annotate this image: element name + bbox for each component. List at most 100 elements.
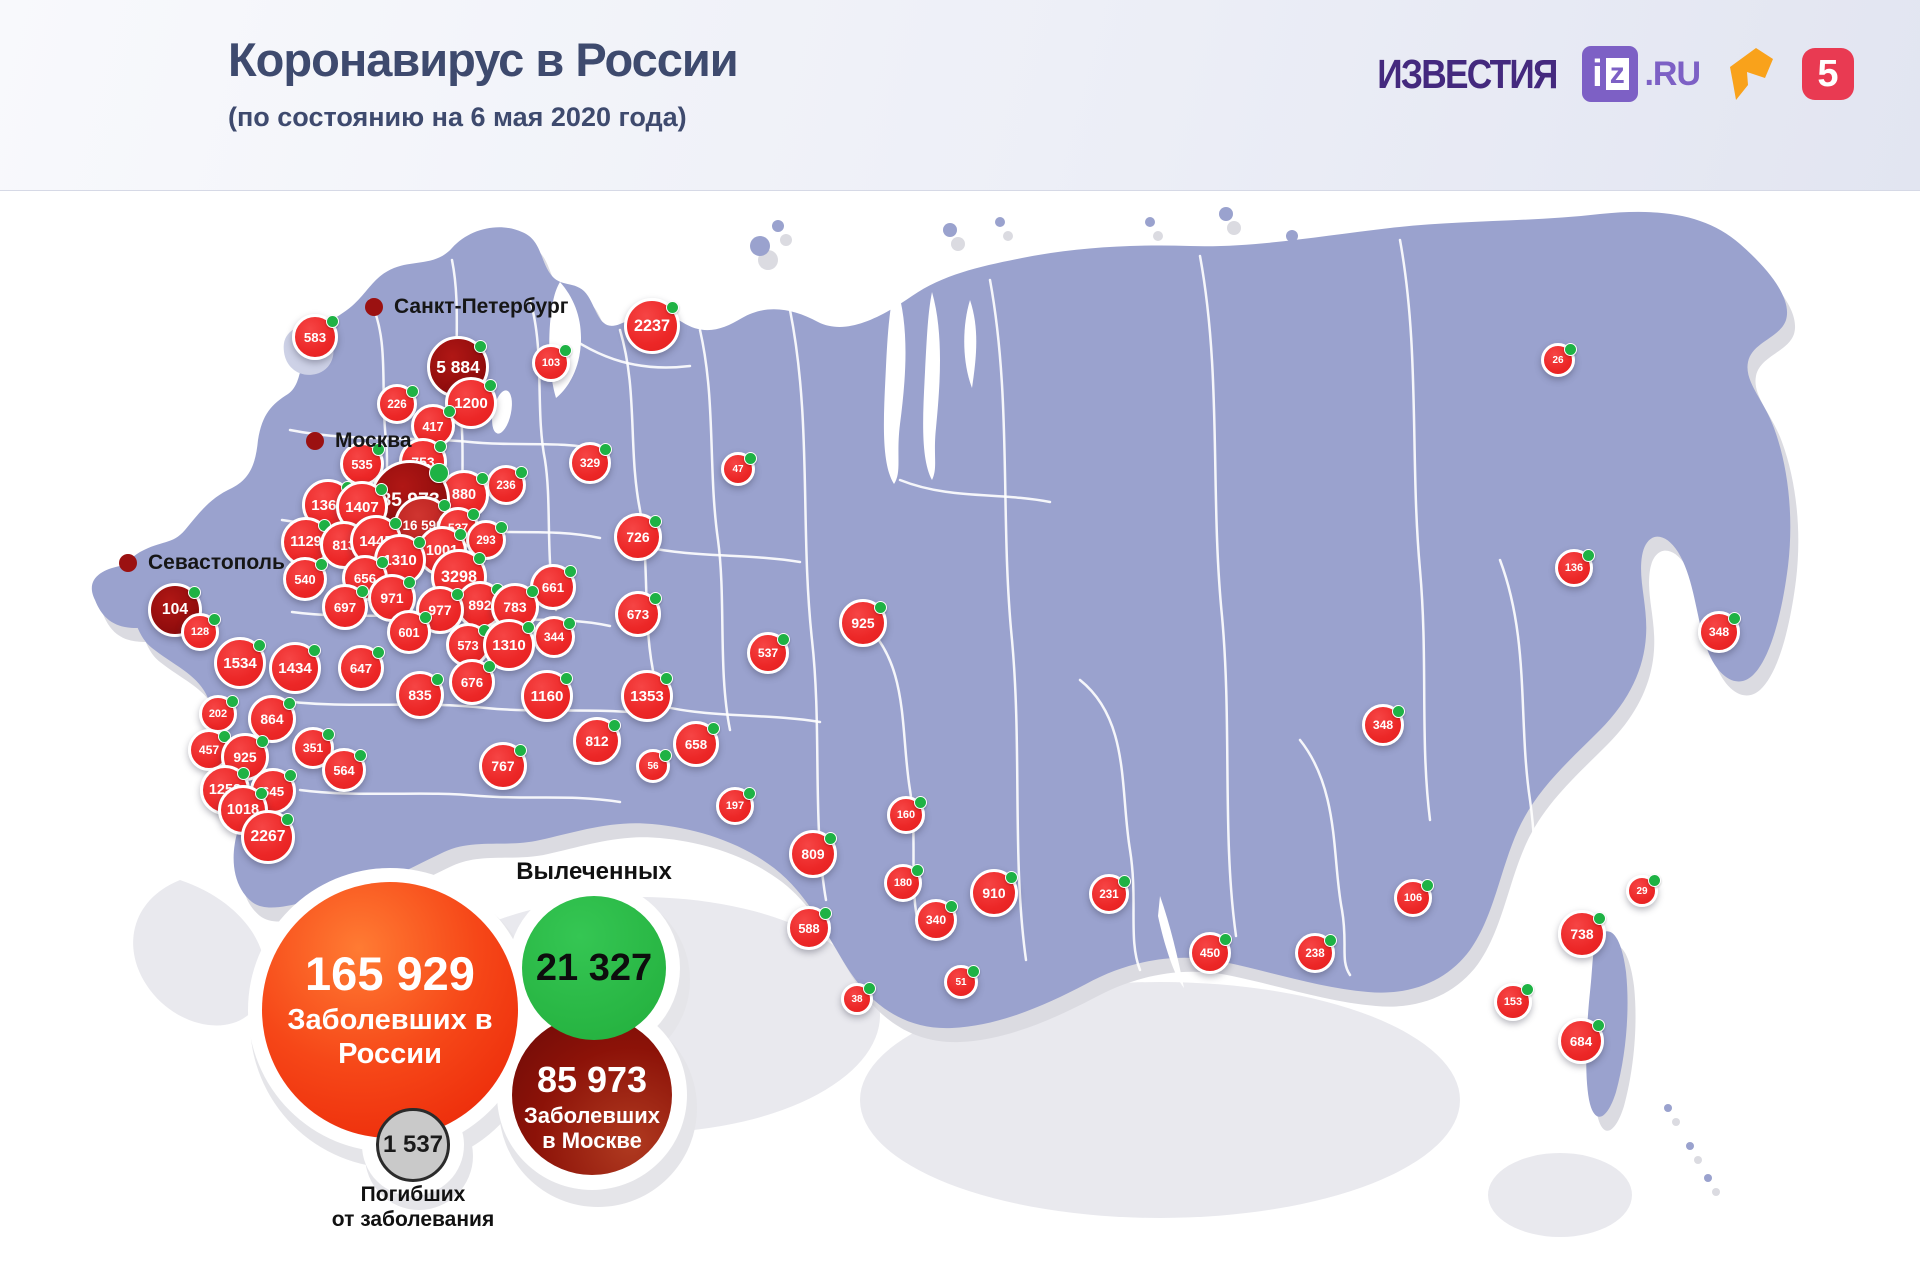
region-bubble: 450 (1189, 932, 1231, 974)
recovered-dot-icon (1323, 933, 1337, 947)
recovered-dot-icon (467, 507, 481, 521)
recovered-dot-icon (1564, 342, 1578, 356)
recovered-dot-icon (405, 384, 419, 398)
recovered-dot-icon (431, 672, 445, 686)
recovered-dot-icon (967, 964, 981, 978)
izvestia-logo: ИЗВЕСТИЯ (1376, 50, 1558, 97)
recovered-dot-icon (659, 748, 673, 762)
recovered-dot-icon (454, 528, 467, 541)
recovered-dot-icon (744, 451, 758, 465)
region-bubble: 340 (915, 899, 957, 941)
city-dot-icon (365, 298, 383, 316)
header: Коронавирус в России (по состоянию на 6 … (0, 0, 1920, 191)
recovered-dot-icon (1593, 911, 1607, 925)
region-bubble: 238 (1295, 933, 1335, 973)
recovered-dot-icon (648, 592, 662, 606)
recovered-dot-icon (563, 616, 577, 630)
recovered-dot-icon (494, 520, 508, 534)
recovered-dot-icon (281, 812, 295, 826)
recovered-dot-icon (1728, 611, 1742, 625)
region-bubble: 1534 (214, 637, 266, 689)
recovered-dot-icon (255, 787, 268, 800)
recovered-dot-icon (659, 672, 673, 686)
region-bubble: 2237 (624, 298, 680, 354)
ru-suffix: .RU (1644, 54, 1701, 93)
recovered-dot-icon (874, 600, 888, 614)
recovered-dot-icon (526, 584, 540, 598)
city-dot-icon (119, 554, 137, 572)
recovered-dot-icon (742, 787, 756, 801)
region-borders (274, 238, 1544, 977)
recovered-dot-icon (1581, 549, 1595, 563)
recovered-dot-icon (314, 558, 328, 572)
recovered-dot-icon (1117, 874, 1131, 888)
recovered-dot-icon (188, 585, 202, 599)
recovered-dot-icon (483, 379, 497, 393)
recovered-dot-icon (307, 644, 321, 658)
recovered-dot-icon (451, 587, 465, 601)
recovered-dot-icon (1392, 704, 1406, 718)
recovered-dot-icon (482, 660, 496, 674)
region-bubble: 658 (673, 721, 719, 767)
recovered-dot-icon (325, 315, 339, 329)
region-bubble: 2267 (241, 810, 295, 864)
recovered-dot-icon (418, 611, 432, 625)
recovered-dot-icon (818, 907, 832, 921)
region-bubble: 835 (396, 671, 444, 719)
recovered-dot-icon (283, 769, 297, 783)
recovered-dot-icon (608, 718, 622, 732)
recovered-dot-icon (442, 405, 456, 419)
recovered-dot-icon (559, 672, 573, 686)
recovered-dot-icon (355, 585, 369, 599)
region-bubble: 226 (377, 384, 417, 424)
recovered-dot-icon (225, 695, 239, 709)
region-bubble: 1160 (521, 670, 573, 722)
region-bubble: 106 (1394, 879, 1432, 917)
recovered-dot-icon (1219, 932, 1233, 946)
recovered-dot-icon (521, 621, 535, 635)
recovered-dot-icon (283, 696, 297, 710)
city-label: Москва (306, 429, 412, 453)
recovered-dot-icon (1005, 870, 1019, 884)
recovered-dot-icon (514, 743, 528, 757)
recovered-dot-icon (1520, 983, 1534, 997)
recovered-dot-icon (371, 646, 385, 660)
recovered-dot-icon (388, 517, 402, 531)
recovered-dot-icon (252, 639, 266, 653)
recovered-dot-icon (256, 734, 270, 748)
region-bubble: 351 (292, 727, 334, 769)
recovered-dot-icon (824, 831, 838, 845)
recovered-dot-icon (599, 442, 613, 456)
recovered-dot-icon (706, 722, 720, 736)
recovered-dot-icon (374, 483, 388, 497)
region-bubble: 231 (1089, 874, 1129, 914)
recovered-dot-icon (666, 300, 680, 314)
recovered-dot-icon (403, 575, 417, 589)
recovered-dot-icon (412, 536, 426, 550)
region-bubble: 153 (1494, 983, 1532, 1021)
page-title: Коронавирус в России (228, 33, 739, 86)
ren-tv-logo-icon (1726, 47, 1776, 101)
recovered-dot-icon (322, 727, 336, 741)
region-bubble: 676 (449, 659, 495, 705)
city-label: Санкт-Петербург (365, 295, 569, 319)
recovered-dot-icon (371, 443, 385, 457)
region-bubble: 38 (841, 983, 873, 1015)
recovered-dot-icon (207, 613, 221, 627)
recovered-dot-icon (945, 899, 959, 913)
page-subtitle: (по состоянию на 6 мая 2020 года) (228, 102, 687, 132)
recovered-dot-icon (558, 344, 572, 358)
region-bubble: 537 (747, 632, 789, 674)
recovered-dot-icon (1591, 1019, 1605, 1033)
recovered-dot-icon (434, 439, 448, 453)
recovered-dot-icon (910, 864, 924, 878)
channel5-logo-icon: 5 (1802, 48, 1854, 100)
recovered-dot-icon (563, 565, 577, 579)
recovered-dot-icon (913, 796, 927, 810)
recovered-dot-icon (353, 749, 367, 763)
